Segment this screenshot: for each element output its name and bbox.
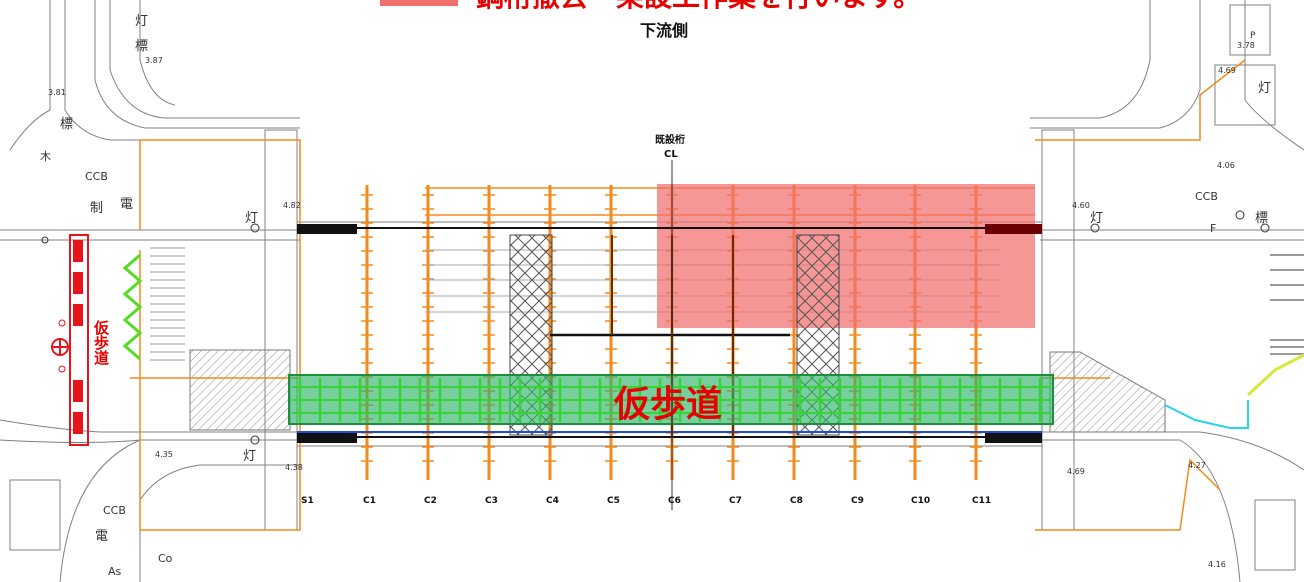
control-label: 制	[90, 201, 103, 216]
girder-label: S1	[301, 496, 314, 506]
girder-label: C8	[790, 496, 803, 506]
yellow-line	[1246, 353, 1304, 397]
girder-label: C9	[851, 496, 864, 506]
centerline-label: CL	[664, 149, 678, 160]
cyan-line	[1164, 400, 1249, 429]
crosswalk-right	[1270, 254, 1304, 355]
approach-slab-left	[189, 349, 291, 431]
crosswalk-left	[150, 247, 185, 361]
traffic-signal-icon	[51, 319, 69, 373]
elev-9: 4.38	[285, 463, 303, 472]
lamp-label-3: 灯	[1090, 211, 1103, 226]
sign-label-2: 標	[60, 117, 73, 132]
co-label: Co	[158, 552, 173, 565]
pole-label-2: 電	[95, 529, 108, 544]
elev-4: 4.69	[1218, 66, 1236, 75]
elev-3: 3.78	[1237, 41, 1255, 50]
girder-label: C6	[668, 496, 681, 506]
lamp-symbols	[41, 210, 1270, 445]
elev-7: 4.60	[1072, 201, 1090, 210]
ccb-label-2: CCB	[1195, 190, 1218, 203]
sign-label-1: 標	[135, 39, 148, 54]
elev-11: 4.69	[1067, 467, 1085, 476]
walkway-side-label: 仮歩道	[92, 319, 110, 365]
girder-label: C2	[424, 496, 437, 506]
header: 鋼桁撤去・架設工作業を行います。 下流側	[380, 0, 921, 40]
pole-label-1: 電	[120, 197, 133, 212]
lamp-label-1: 灯	[245, 211, 258, 226]
walkway-label: 仮歩道	[613, 384, 722, 425]
work-zone	[657, 184, 1035, 328]
elev-2: 3.81	[48, 88, 66, 97]
direction-label: 下流側	[640, 21, 688, 40]
elev-5: 4.06	[1217, 161, 1235, 170]
girder-label: C5	[607, 496, 620, 506]
girder-label: C7	[729, 496, 742, 506]
elev-6: 4.82	[283, 201, 301, 210]
elev-8: 4.35	[155, 450, 173, 459]
legend-text: 鋼桁撤去・架設工作業を行います。	[476, 0, 921, 13]
elevation-labels: 3.87 3.81 3.78 4.69 4.06 4.82 4.60 4.35 …	[48, 41, 1255, 569]
f-mark-label: F	[1210, 222, 1216, 235]
sign-label-3: 標	[1255, 211, 1268, 226]
barrier-zigzag	[122, 253, 143, 361]
girder-label: C11	[972, 496, 991, 506]
lamp-label-5: 灯	[1258, 81, 1271, 96]
girder-labels: S1 C1 C2 C3 C4 C5 C6 C7 C8 C9 C10 C11	[301, 496, 991, 506]
barrier-left	[69, 234, 89, 446]
girder-label: C1	[363, 496, 376, 506]
tree-label: 木	[40, 150, 51, 163]
girder-label: C4	[546, 496, 559, 506]
approach-slab-right	[1049, 351, 1166, 433]
girder-label: C10	[911, 496, 930, 506]
existing-girder-label: 既設桁	[655, 133, 685, 146]
walkway-side-text: 仮歩道	[92, 319, 110, 365]
ccb-label-3: CCB	[103, 504, 126, 517]
p-mark-label: P	[1250, 31, 1256, 41]
legend-swatch	[380, 0, 458, 6]
elev-10: 4.27	[1188, 461, 1206, 470]
main-girders	[297, 224, 1042, 443]
as-label: As	[108, 565, 122, 578]
ccb-label-1: CCB	[85, 170, 108, 183]
lamp-label-4: 灯	[135, 14, 148, 29]
elev-12: 4.16	[1208, 560, 1226, 569]
map-symbol-labels: 灯 灯 灯 灯 灯 標 標 標 CCB CCB CCB 電 電 制 F P Co…	[40, 14, 1271, 578]
girder-label: C3	[485, 496, 498, 506]
temporary-walkway	[288, 374, 1054, 425]
lamp-label-2: 灯	[243, 449, 256, 464]
elev-1: 3.87	[145, 56, 163, 65]
